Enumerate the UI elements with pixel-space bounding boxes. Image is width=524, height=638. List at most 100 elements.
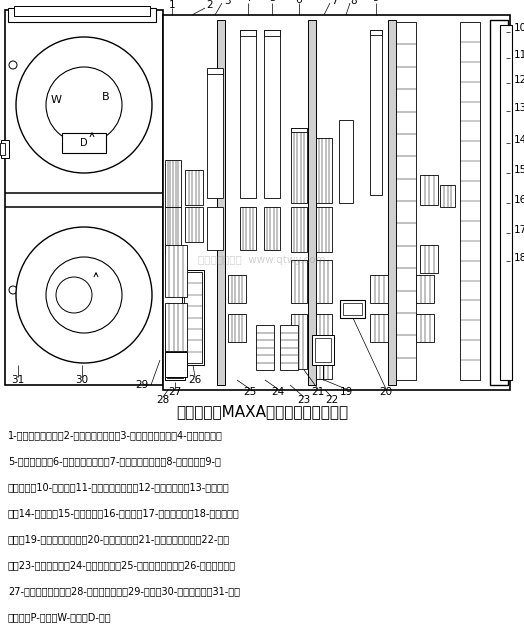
Bar: [8, 8, 156, 22]
Bar: [165, 303, 187, 351]
Text: D: D: [80, 138, 88, 148]
Bar: [396, 22, 416, 380]
Text: 一轴惰轮；10-第一轴；11-第二轴二档齿轮；12-第二轴惰轮；13-驻车档齿: 一轴惰轮；10-第一轴；11-第二轴二档齿轮；12-第二轴惰轮；13-驻车档齿: [8, 482, 230, 492]
Bar: [185, 170, 203, 205]
Text: 25: 25: [243, 387, 257, 397]
Text: 16: 16: [514, 195, 524, 205]
Bar: [340, 300, 365, 318]
Text: B: B: [102, 92, 110, 102]
Bar: [343, 303, 362, 315]
Bar: [165, 352, 187, 377]
Text: 12: 12: [514, 75, 524, 85]
Text: 本田轿车的MAXA型自动变速器示意图: 本田轿车的MAXA型自动变速器示意图: [176, 404, 348, 420]
Text: 1-第二轴一档齿轮；2-第二轴三档齿轮；3-第一轴三档齿轮；4-三档离合器；: 1-第二轴一档齿轮；2-第二轴三档齿轮；3-第一轴三档齿轮；4-三档离合器；: [8, 430, 223, 440]
Bar: [308, 20, 316, 385]
Bar: [163, 193, 510, 207]
Bar: [207, 207, 223, 250]
Bar: [207, 70, 223, 198]
Bar: [165, 245, 187, 297]
Bar: [420, 175, 438, 205]
Text: 15: 15: [514, 165, 524, 175]
Circle shape: [9, 286, 17, 294]
Bar: [240, 207, 256, 250]
Text: 18: 18: [514, 253, 524, 263]
Bar: [291, 314, 307, 369]
Text: 23: 23: [298, 395, 311, 405]
Bar: [264, 207, 280, 250]
Text: 阀；23-二档离合器；24-一档离合器；25-中间轴一档齿轮；26-单向离合器；: 阀；23-二档离合器；24-一档离合器；25-中间轴一档齿轮；26-单向离合器；: [8, 560, 236, 570]
Bar: [316, 314, 332, 379]
Bar: [264, 30, 280, 198]
Bar: [165, 310, 185, 380]
Text: 9: 9: [373, 0, 379, 3]
Bar: [420, 245, 438, 273]
Circle shape: [9, 61, 17, 69]
Text: 31: 31: [12, 375, 25, 385]
Text: 齿轮；19-第二轴倒档齿轮；20-倒档啮合套；21-第二轴四档齿轮；22-伺服: 齿轮；19-第二轴倒档齿轮；20-倒档啮合套；21-第二轴四档齿轮；22-伺服: [8, 534, 230, 544]
Bar: [0, 143, 5, 155]
Bar: [440, 185, 455, 207]
Bar: [14, 6, 150, 16]
Text: 4: 4: [245, 0, 252, 3]
Text: 17: 17: [514, 225, 524, 235]
Bar: [240, 30, 256, 198]
Circle shape: [16, 227, 152, 363]
Text: 22: 22: [325, 395, 339, 405]
Text: 20: 20: [379, 387, 392, 397]
Text: 13: 13: [514, 103, 524, 113]
Bar: [207, 68, 223, 74]
Bar: [291, 207, 307, 252]
Bar: [228, 314, 246, 342]
Bar: [370, 30, 382, 35]
Text: 1: 1: [169, 0, 176, 10]
Bar: [291, 260, 307, 303]
Text: 24: 24: [271, 387, 285, 397]
Bar: [165, 160, 181, 207]
Text: 6: 6: [296, 0, 302, 5]
Bar: [315, 338, 331, 362]
Bar: [339, 120, 353, 203]
Bar: [460, 22, 480, 380]
Bar: [163, 15, 510, 390]
Circle shape: [16, 37, 152, 173]
Text: 26: 26: [188, 375, 202, 385]
Circle shape: [56, 277, 92, 313]
Bar: [185, 207, 203, 242]
Text: 14: 14: [514, 135, 524, 145]
Bar: [312, 335, 334, 365]
Bar: [416, 314, 434, 342]
Text: 离合器；P-泵轮；W-涡轮；D-导轮: 离合器；P-泵轮；W-涡轮；D-导轮: [8, 612, 112, 622]
Bar: [500, 25, 512, 380]
Bar: [62, 133, 106, 153]
Circle shape: [46, 257, 122, 333]
Text: W: W: [50, 95, 61, 105]
Text: 30: 30: [75, 375, 89, 385]
Text: 10: 10: [514, 23, 524, 33]
Bar: [165, 207, 181, 254]
Circle shape: [46, 67, 122, 143]
Bar: [388, 20, 396, 385]
Bar: [1, 140, 9, 158]
Bar: [490, 20, 508, 385]
Text: 19: 19: [340, 387, 353, 397]
Bar: [280, 325, 298, 370]
Text: 29: 29: [135, 380, 148, 390]
Text: 11: 11: [514, 50, 524, 60]
Text: 2: 2: [206, 0, 213, 10]
Text: 21: 21: [311, 387, 325, 397]
Bar: [316, 207, 332, 252]
Bar: [167, 312, 183, 378]
Bar: [217, 20, 225, 385]
Bar: [184, 272, 202, 363]
Bar: [182, 270, 204, 365]
Text: 5: 5: [269, 0, 275, 3]
Bar: [370, 275, 388, 303]
Bar: [291, 128, 307, 132]
Bar: [316, 138, 332, 203]
Text: 8: 8: [351, 0, 357, 6]
Bar: [256, 325, 274, 370]
Text: 27-一档固定离合器；28-主减速齿轮副；29-油泵；30-液力变矩器；31-锁止: 27-一档固定离合器；28-主减速齿轮副；29-油泵；30-液力变矩器；31-锁…: [8, 586, 240, 596]
Text: 汽车维修技术网  www.qtwy.com: 汽车维修技术网 www.qtwy.com: [198, 255, 326, 265]
Bar: [370, 314, 388, 342]
Text: 3: 3: [224, 0, 231, 6]
